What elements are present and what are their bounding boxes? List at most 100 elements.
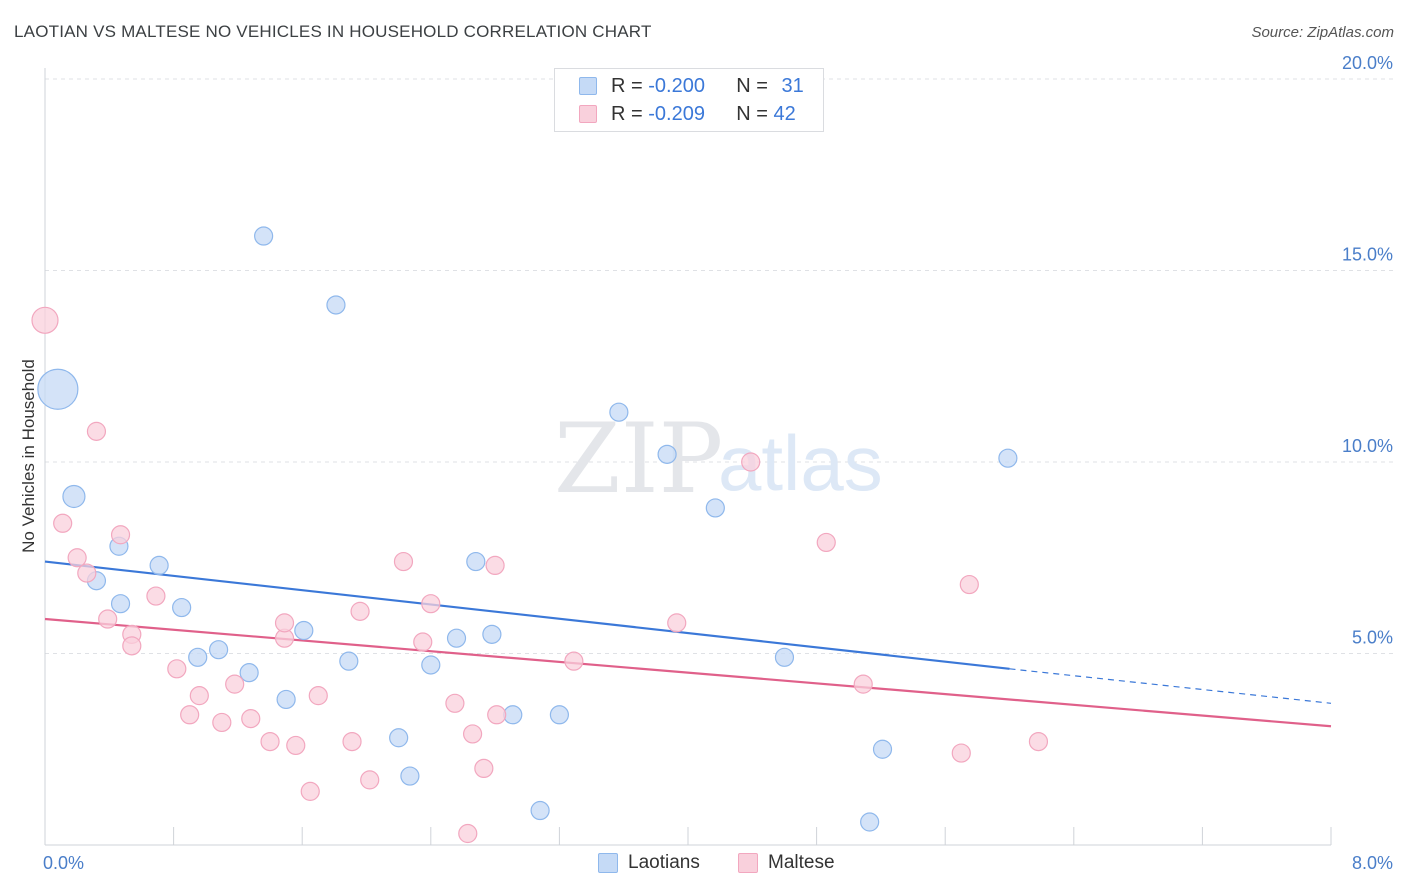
watermark-zip: ZIP xyxy=(554,403,723,515)
y-tick-label: 15.0% xyxy=(1342,245,1393,265)
laotians-point xyxy=(705,498,725,518)
maltese-point xyxy=(350,601,370,621)
maltese-point xyxy=(77,563,97,583)
laotians-point xyxy=(421,655,441,675)
trend-lines xyxy=(44,560,1332,728)
laotians-point xyxy=(37,368,79,410)
y-tick-label: 10.0% xyxy=(1342,436,1393,456)
maltese-point xyxy=(67,548,87,568)
maltese-point xyxy=(959,574,979,595)
maltese-point xyxy=(260,731,280,752)
x-tick-label: 8.0% xyxy=(1352,853,1393,873)
laotians-point xyxy=(149,555,169,576)
maltese-point xyxy=(146,586,166,606)
bottom-legend-laotians: Laotians xyxy=(598,852,700,874)
legend-n-value: 42 xyxy=(773,102,796,125)
maltese-point xyxy=(110,525,131,545)
maltese-point xyxy=(122,636,142,656)
laotians-point xyxy=(110,594,131,614)
laotians-swatch xyxy=(579,77,597,95)
laotians-point xyxy=(294,620,314,641)
laotians-point xyxy=(482,624,502,644)
laotians-point xyxy=(872,739,893,759)
data-points xyxy=(31,226,1049,844)
maltese-point xyxy=(485,555,505,576)
maltese-point xyxy=(421,594,441,614)
maltese-point xyxy=(212,712,232,733)
laotians-point xyxy=(239,663,259,683)
maltese-swatch xyxy=(579,105,597,123)
maltese-point xyxy=(1028,731,1049,752)
chart-title: LAOTIAN VS MALTESE NO VEHICLES IN HOUSEH… xyxy=(14,22,652,41)
maltese-point xyxy=(167,659,187,679)
laotians-legend-swatch xyxy=(598,853,618,873)
laotians-trend-line xyxy=(44,560,1010,670)
maltese-point xyxy=(342,731,362,752)
laotians-point xyxy=(209,640,229,660)
legend-r-value: -0.200 xyxy=(648,74,705,97)
maltese-point xyxy=(360,770,380,790)
maltese-trend-line xyxy=(44,617,1332,728)
laotians-point xyxy=(400,766,420,786)
laotians-trend-extension xyxy=(1009,668,1332,704)
maltese-point xyxy=(667,613,687,633)
legend-r-label: R = xyxy=(611,102,643,125)
maltese-point xyxy=(308,686,328,706)
correlation-legend: R = -0.200 N = 31 R = -0.209 N = 42 xyxy=(554,68,824,132)
maltese-point xyxy=(474,758,494,779)
maltese-point xyxy=(241,709,261,729)
laotians-point xyxy=(326,295,346,315)
maltese-point xyxy=(413,632,433,652)
maltese-point xyxy=(853,674,873,694)
maltese-point xyxy=(189,686,209,706)
maltese-point xyxy=(951,743,971,763)
maltese-point xyxy=(225,674,245,694)
laotians-point xyxy=(62,484,86,509)
laotians-point xyxy=(172,597,192,618)
maltese-point xyxy=(458,823,478,844)
y-axis-label: No Vehicles in Household xyxy=(19,359,38,553)
maltese-point xyxy=(31,306,59,334)
grid-lines xyxy=(45,78,1394,654)
legend-n-value: 31 xyxy=(781,74,804,97)
maltese-point xyxy=(53,513,73,533)
laotians-point xyxy=(774,647,795,667)
y-tick-label: 20.0% xyxy=(1342,53,1393,73)
laotians-point xyxy=(389,728,409,748)
legend-row-laotians: R = -0.200 N = 31 xyxy=(579,73,804,99)
bottom-legend-maltese: Maltese xyxy=(738,852,835,874)
maltese-point xyxy=(180,705,200,725)
maltese-point xyxy=(98,609,118,629)
x-tick-label: 0.0% xyxy=(43,853,84,873)
laotians-point xyxy=(609,402,629,422)
maltese-point xyxy=(741,452,761,472)
maltese-legend-swatch xyxy=(738,853,758,873)
legend-n-label: N = xyxy=(736,74,768,97)
maltese-point xyxy=(393,551,414,572)
maltese-point xyxy=(300,781,320,801)
chart-source: Source: ZipAtlas.com xyxy=(1251,24,1394,41)
laotians-point xyxy=(860,812,880,832)
laotians-point xyxy=(466,551,486,572)
laotians-point xyxy=(549,705,570,725)
tick-labels: 5.0% 10.0% 15.0% 20.0% 0.0% 8.0% xyxy=(43,53,1393,873)
laotians-point xyxy=(254,226,274,246)
watermark: ZIP atlas xyxy=(554,403,883,515)
laotians-point xyxy=(530,800,550,821)
legend-n-label: N = xyxy=(736,102,768,125)
laotians-point xyxy=(339,651,359,671)
laotians-point xyxy=(657,444,677,464)
laotians-point xyxy=(188,647,208,667)
maltese-point xyxy=(86,421,107,441)
maltese-point xyxy=(286,735,306,756)
laotians-point xyxy=(446,628,467,648)
maltese-point xyxy=(564,651,584,671)
maltese-point xyxy=(816,532,836,553)
laotians-legend-label: Laotians xyxy=(628,852,700,873)
y-tick-label: 5.0% xyxy=(1352,628,1393,648)
legend-r-value: -0.209 xyxy=(648,102,705,125)
maltese-legend-label: Maltese xyxy=(768,852,835,873)
maltese-point xyxy=(462,724,483,744)
laotians-point xyxy=(998,448,1018,468)
